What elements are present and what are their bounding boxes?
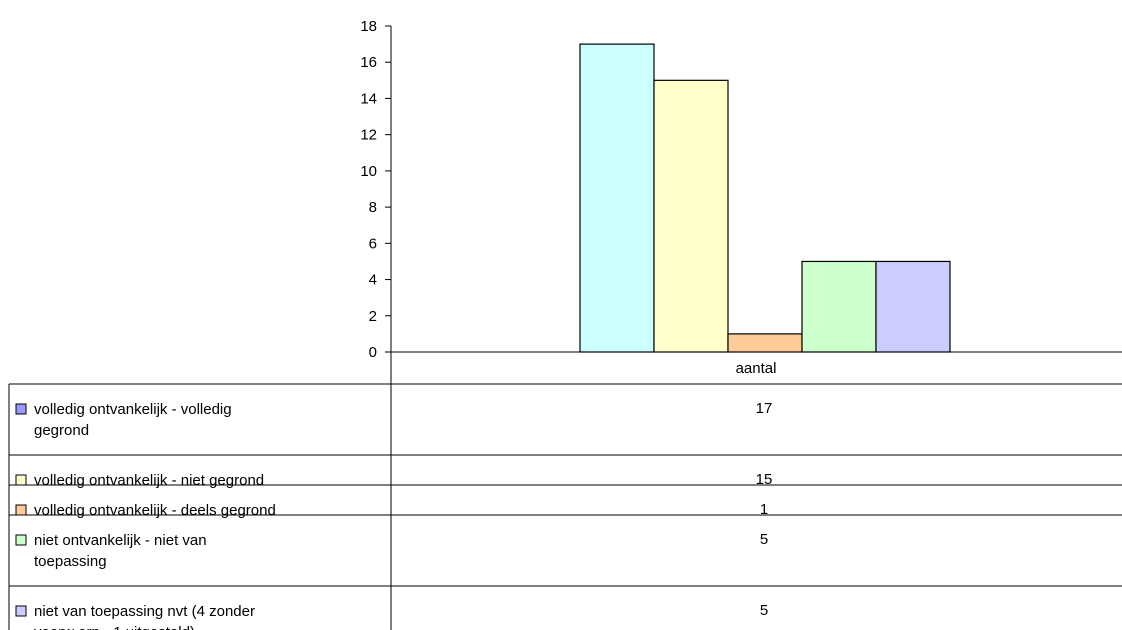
y-tick-label: 4	[369, 272, 377, 289]
bars	[579, 43, 951, 353]
bar	[727, 333, 803, 353]
legend-label: volledig ontvankelijk - volledig	[34, 401, 232, 418]
legend-label: gegrond	[34, 422, 89, 439]
table-value: 1	[760, 501, 768, 518]
table-value: 5	[760, 531, 768, 548]
table-value: 15	[756, 471, 773, 488]
legend-key	[15, 474, 27, 486]
legend-key	[15, 534, 27, 546]
y-tick-label: 14	[360, 90, 377, 107]
category-label: aantal	[736, 360, 777, 377]
legend-label: volledig ontvankelijk - deels gegrond	[34, 502, 276, 519]
legend-label: niet van toepassing nvt (4 zonder	[34, 603, 255, 620]
y-tick-label: 10	[360, 163, 377, 180]
legend-label: volledig ontvankelijk - niet gegrond	[34, 472, 264, 489]
y-tick-label: 18	[360, 18, 377, 35]
legend-key	[15, 504, 27, 516]
legend-label: voorw erp - 1 uitgesteld)	[34, 624, 195, 630]
y-tick-label: 2	[369, 308, 377, 325]
legend-label: toepassing	[34, 553, 107, 570]
y-tick-label: 0	[369, 344, 377, 361]
bar	[875, 260, 951, 353]
bar	[653, 79, 729, 353]
axes: 0 2 4 6 8 10 12 14 16 18	[360, 18, 1122, 361]
data-table: aantal volledig ontvankelijk - volledig ge…	[8, 352, 1122, 630]
bar	[579, 43, 655, 353]
legend-label: niet ontvankelijk - niet van	[34, 532, 207, 549]
legend-key	[15, 403, 27, 415]
y-tick-label: 16	[360, 54, 377, 71]
y-tick-label: 12	[360, 127, 377, 144]
y-tick-label: 8	[369, 199, 377, 216]
table-value: 17	[756, 400, 773, 417]
bar	[801, 260, 877, 353]
legend-key	[15, 605, 27, 617]
y-tick-label: 6	[369, 235, 377, 252]
table-value: 5	[760, 602, 768, 619]
